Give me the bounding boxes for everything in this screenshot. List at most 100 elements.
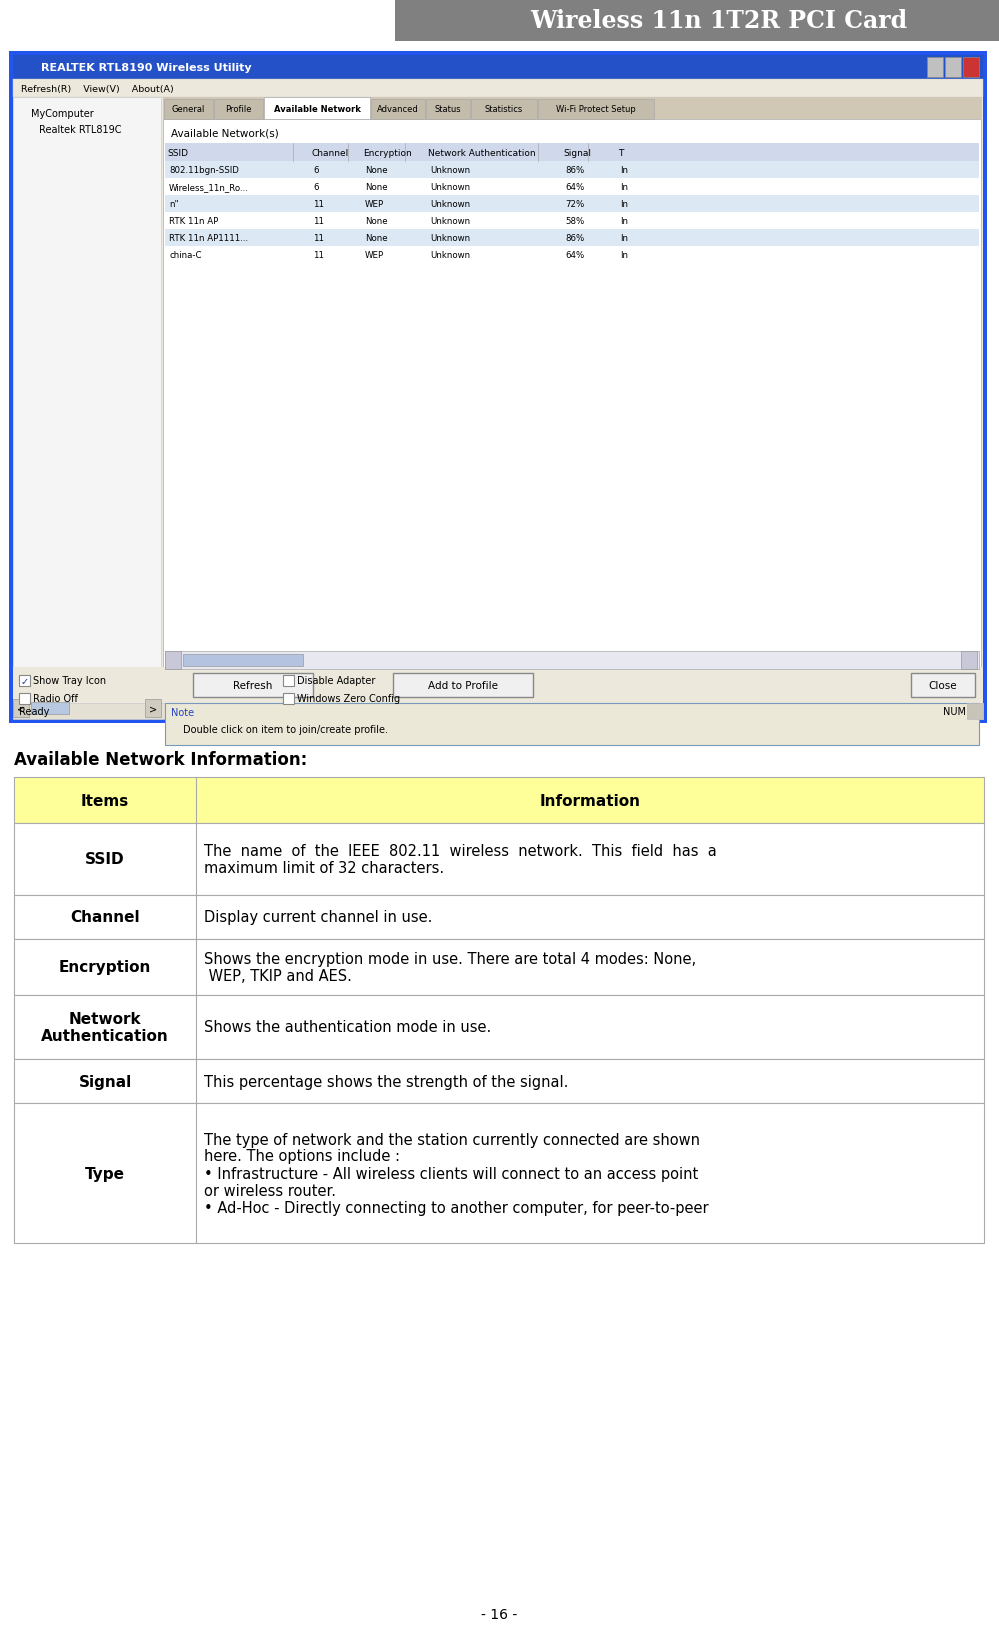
Bar — [13, 98, 161, 699]
Bar — [193, 673, 313, 698]
Text: Status: Status — [435, 106, 462, 114]
Bar — [14, 778, 984, 823]
Text: • Ad-Hoc - Directly connecting to another computer, for peer-to-peer: • Ad-Hoc - Directly connecting to anothe… — [204, 1200, 708, 1214]
Bar — [13, 80, 983, 98]
Bar — [183, 655, 303, 667]
Bar — [945, 59, 961, 78]
Text: china-C: china-C — [169, 251, 202, 259]
Text: 72%: 72% — [565, 200, 584, 209]
Bar — [0, 0, 395, 42]
Text: Advanced: Advanced — [378, 106, 419, 114]
Text: 64%: 64% — [565, 251, 584, 259]
Bar — [165, 652, 979, 670]
Text: WEP: WEP — [365, 251, 385, 259]
Text: Channel: Channel — [70, 910, 140, 924]
Text: 58%: 58% — [565, 217, 584, 227]
Text: None: None — [365, 183, 388, 192]
Text: Close: Close — [929, 681, 957, 691]
Bar — [13, 704, 983, 719]
Text: 11: 11 — [313, 251, 324, 259]
Text: or wireless router.: or wireless router. — [204, 1183, 336, 1198]
Bar — [165, 246, 979, 264]
Text: This percentage shows the strength of the signal.: This percentage shows the strength of th… — [204, 1074, 568, 1089]
Text: Add to Profile: Add to Profile — [428, 681, 498, 691]
Text: Unknown: Unknown — [430, 217, 471, 227]
Bar — [13, 55, 983, 80]
Text: ✓: ✓ — [20, 676, 29, 686]
Bar — [214, 99, 264, 121]
Text: Encryption: Encryption — [59, 960, 151, 975]
Text: None: None — [365, 166, 388, 174]
Text: In: In — [620, 183, 628, 192]
Text: In: In — [620, 251, 628, 259]
Bar — [145, 699, 161, 717]
Text: Show Tray Icon: Show Tray Icon — [33, 676, 106, 686]
Text: Radio Off: Radio Off — [33, 694, 78, 704]
Text: Display current channel in use.: Display current channel in use. — [204, 910, 433, 924]
Bar — [31, 703, 69, 714]
Text: None: None — [365, 233, 388, 243]
Text: - 16 -: - 16 - — [482, 1607, 517, 1620]
Bar — [13, 699, 29, 717]
Bar — [14, 939, 984, 996]
Text: Network
Authentication: Network Authentication — [41, 1011, 169, 1043]
Bar — [165, 230, 979, 246]
Text: Signal: Signal — [78, 1074, 132, 1089]
Text: 64%: 64% — [565, 183, 584, 192]
Text: In: In — [620, 233, 628, 243]
Text: The  name  of  the  IEEE  802.11  wireless  network.  This  field  has  a: The name of the IEEE 802.11 wireless net… — [204, 843, 716, 859]
Text: RTK 11n AP1111...: RTK 11n AP1111... — [169, 233, 248, 243]
Text: 11: 11 — [313, 233, 324, 243]
Text: Type: Type — [85, 1165, 125, 1180]
Text: In: In — [620, 166, 628, 174]
Bar — [471, 99, 537, 121]
Text: here. The options include :: here. The options include : — [204, 1149, 400, 1164]
Text: 86%: 86% — [565, 233, 584, 243]
Text: Wireless_11n_Ro...: Wireless_11n_Ro... — [169, 183, 249, 192]
Text: 86%: 86% — [565, 166, 584, 174]
Bar — [14, 823, 984, 895]
Text: 6: 6 — [313, 183, 319, 192]
Bar — [163, 98, 982, 121]
Bar — [165, 179, 979, 196]
Bar — [967, 704, 983, 719]
Text: WEP, TKIP and AES.: WEP, TKIP and AES. — [204, 968, 352, 983]
Text: 6: 6 — [313, 166, 319, 174]
Text: Information: Information — [539, 794, 640, 808]
Text: NUM: NUM — [943, 706, 966, 717]
Bar — [427, 99, 470, 121]
Bar — [165, 161, 979, 179]
Text: RTK 11n AP: RTK 11n AP — [169, 217, 218, 227]
Bar — [14, 996, 984, 1060]
Text: SSID: SSID — [167, 148, 188, 158]
Text: MyComputer: MyComputer — [31, 109, 94, 119]
Text: Unknown: Unknown — [430, 183, 471, 192]
Text: The type of network and the station currently connected are shown: The type of network and the station curr… — [204, 1131, 700, 1148]
Text: WEP: WEP — [365, 200, 385, 209]
Text: <: < — [17, 704, 25, 714]
Bar — [164, 99, 213, 121]
Text: Channel: Channel — [311, 148, 349, 158]
Text: Disable Adapter: Disable Adapter — [297, 676, 376, 686]
Bar — [13, 55, 983, 719]
Text: General: General — [172, 106, 205, 114]
Text: Encryption: Encryption — [363, 148, 412, 158]
Bar — [165, 143, 979, 161]
Bar — [283, 694, 294, 704]
Bar — [14, 1060, 984, 1104]
Text: Unknown: Unknown — [430, 251, 471, 259]
Text: 11: 11 — [313, 217, 324, 227]
Bar — [911, 673, 975, 698]
Text: Available Network(s): Available Network(s) — [171, 129, 279, 139]
Text: Wi-Fi Protect Setup: Wi-Fi Protect Setup — [556, 106, 636, 114]
Bar — [283, 675, 294, 686]
Text: T: T — [618, 148, 623, 158]
Bar — [19, 675, 30, 686]
Text: Refresh(R)    View(V)    About(A): Refresh(R) View(V) About(A) — [21, 85, 174, 93]
Text: Profile: Profile — [226, 106, 252, 114]
Bar — [165, 196, 979, 214]
Text: Double click on item to join/create profile.: Double click on item to join/create prof… — [183, 725, 388, 735]
Bar — [13, 668, 983, 704]
Bar — [927, 59, 943, 78]
Text: n": n" — [169, 200, 179, 209]
